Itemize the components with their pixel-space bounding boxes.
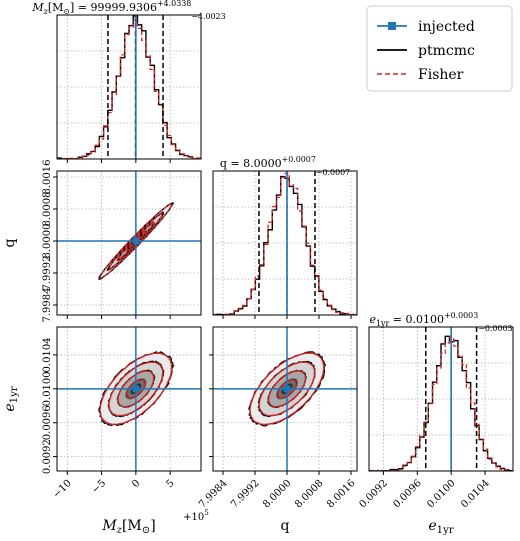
legend-marker [388, 22, 396, 30]
fisher-contour [108, 361, 164, 417]
panel-frame [368, 326, 514, 472]
panel-q-q [212, 170, 358, 319]
legend: injected ptmcmc Fisher [366, 5, 513, 92]
x-axis-label-q: q [281, 518, 290, 534]
legend-item-ptmcmc: ptmcmc [377, 43, 475, 59]
fisher-contour [267, 370, 307, 408]
panel-frame [56, 170, 202, 316]
y-tick-label: 8.0008 [42, 192, 53, 227]
y-tick-label: 7.9984 [42, 288, 53, 323]
injected-marker [132, 237, 140, 245]
fisher-contour [108, 212, 164, 270]
fisher-histogram [213, 172, 357, 315]
x-tick-label: 0.0104 [459, 478, 492, 511]
ptmcmc-histogram [369, 335, 513, 471]
panel-Mz-Mz [56, 14, 202, 163]
legend-label: Fisher [418, 67, 464, 83]
x-tick-label: −10 [51, 478, 74, 501]
panel-content [57, 15, 201, 159]
legend-item-injected: injected [377, 19, 475, 35]
y-tick-label: 8.0000 [42, 224, 53, 259]
x-offset-text: +105 [183, 508, 209, 523]
panel-frame [56, 14, 202, 160]
panel-content [369, 327, 513, 471]
x-tick-label: 7.9992 [229, 478, 262, 511]
fisher-contour [117, 370, 155, 408]
fisher-contour [125, 229, 146, 252]
title-q: q = 8.0000+0.0007−0.0007 [220, 155, 350, 177]
ptmcmc-histogram [213, 175, 357, 315]
injected-marker [132, 385, 140, 393]
y-axis-label-q: q [2, 238, 18, 247]
y-tick-label: 0.0104 [42, 337, 53, 372]
y-tick-label: 7.9992 [42, 256, 53, 291]
y-axis-label-e1yr: e1yr [2, 386, 20, 411]
panel-content [57, 171, 201, 315]
x-tick-label: 8.0000 [261, 478, 294, 511]
panel-e1yr-e1yr: 0.0092 0.0096 0.0100 0.0104 [358, 326, 514, 511]
legend-label: ptmcmc [418, 43, 475, 59]
panel-frame [212, 326, 358, 472]
x-tick-label: 7.9984 [197, 478, 230, 511]
y-tick-label: 0.0096 [42, 405, 53, 440]
y-tick-label: 0.0092 [42, 439, 53, 474]
legend-frame [366, 5, 513, 92]
legend-item-Fisher: Fisher [377, 67, 464, 83]
fisher-contour [249, 352, 325, 426]
y-tick-label: 0.0100 [42, 371, 53, 406]
title-e1yr: e1yr = 0.0100+0.0003−0.0003 [369, 311, 512, 333]
legend-label: injected [418, 19, 475, 35]
x-tick-label: 0.0092 [358, 478, 391, 511]
x-tick-label: 8.0008 [293, 478, 326, 511]
fisher-histogram [57, 19, 201, 159]
fisher-contour [116, 221, 155, 261]
panel-frame [212, 170, 358, 316]
x-tick-label: 0 [130, 478, 142, 490]
fisher-contour [99, 352, 173, 426]
fisher-contour [99, 203, 173, 280]
panel-content [57, 327, 201, 471]
x-axis-label-Mz: Mz[M⊙] [101, 518, 155, 536]
injected-marker [283, 385, 291, 393]
fisher-contour [258, 361, 316, 417]
panel-content [213, 327, 357, 471]
y-tick-label: 8.0016 [42, 160, 53, 195]
panel-frame [56, 326, 202, 472]
panel-content [213, 171, 357, 315]
x-tick-label: −5 [90, 478, 108, 496]
x-tick-label: 8.0016 [325, 478, 358, 511]
title-Mz: Mz[M⊙] = 99999.9306+4.0338−4.0023 [31, 0, 225, 21]
panel-e1yr-q: 7.9984 7.9992 8.0000 8.0008 8.0016 [197, 326, 358, 511]
fisher-contour [126, 379, 146, 399]
x-tick-label: 0.0100 [425, 478, 458, 511]
x-tick-label: 0.0096 [391, 478, 424, 511]
fisher-contour [277, 379, 297, 399]
ptmcmc-histogram [57, 15, 201, 159]
fisher-histogram [369, 336, 513, 471]
x-axis-label-e1yr: e1yr [428, 518, 453, 536]
x-tick-label: 5 [165, 478, 177, 490]
